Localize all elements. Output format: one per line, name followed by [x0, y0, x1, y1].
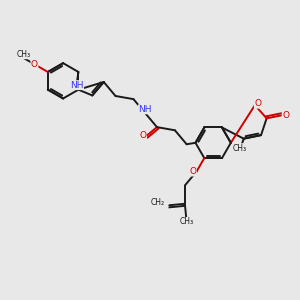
- Text: CH₂: CH₂: [151, 198, 165, 207]
- Text: CH₃: CH₃: [16, 50, 30, 59]
- Text: CH₃: CH₃: [232, 144, 247, 153]
- Text: O: O: [140, 131, 146, 140]
- Text: O: O: [190, 167, 196, 176]
- Text: O: O: [282, 111, 289, 120]
- Text: CH₃: CH₃: [179, 218, 194, 226]
- Text: O: O: [31, 60, 38, 69]
- Text: NH: NH: [70, 81, 84, 90]
- Text: NH: NH: [139, 105, 152, 114]
- Text: O: O: [254, 99, 261, 108]
